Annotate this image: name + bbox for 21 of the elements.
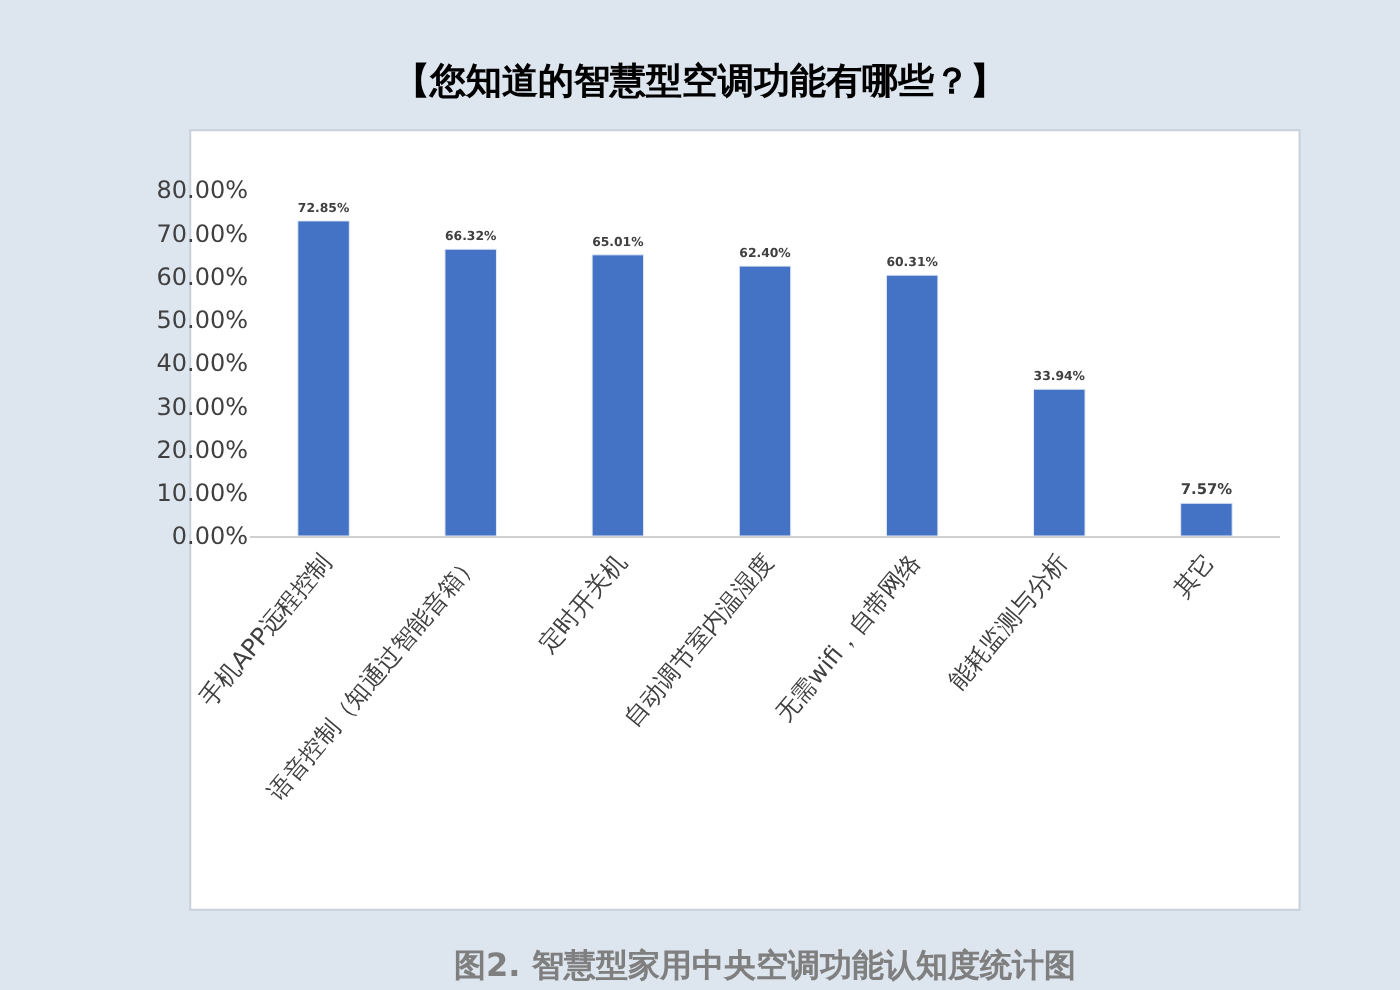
x-tick-label: 其它 [1167, 548, 1221, 604]
y-tick-label: 30.00% [156, 392, 248, 421]
y-tick-label: 70.00% [156, 219, 248, 248]
bar [444, 248, 497, 536]
y-tick-label: 60.00% [156, 262, 248, 291]
bar [738, 265, 792, 536]
y-tick-label: 20.00% [156, 435, 248, 464]
x-tick-label: 定时开关机 [533, 548, 632, 659]
bar [1180, 502, 1233, 536]
caption: 图2. 智慧型家用中央空调功能认知度统计图 [454, 946, 1076, 984]
y-tick-label: 40.00% [156, 349, 248, 378]
y-tick-label: 0.00% [171, 522, 248, 551]
bar [591, 254, 645, 536]
bar [885, 274, 939, 536]
y-tick-label: 80.00% [156, 176, 248, 205]
chart-title: 【您知道的智慧型空调功能有哪些？】 [394, 60, 1006, 103]
bar [1033, 388, 1086, 536]
y-tick-label: 10.00% [156, 479, 248, 508]
y-tick-label: 50.00% [156, 306, 248, 335]
bar [297, 220, 350, 536]
x-tick-label: 能耗监测与分析 [943, 548, 1074, 696]
